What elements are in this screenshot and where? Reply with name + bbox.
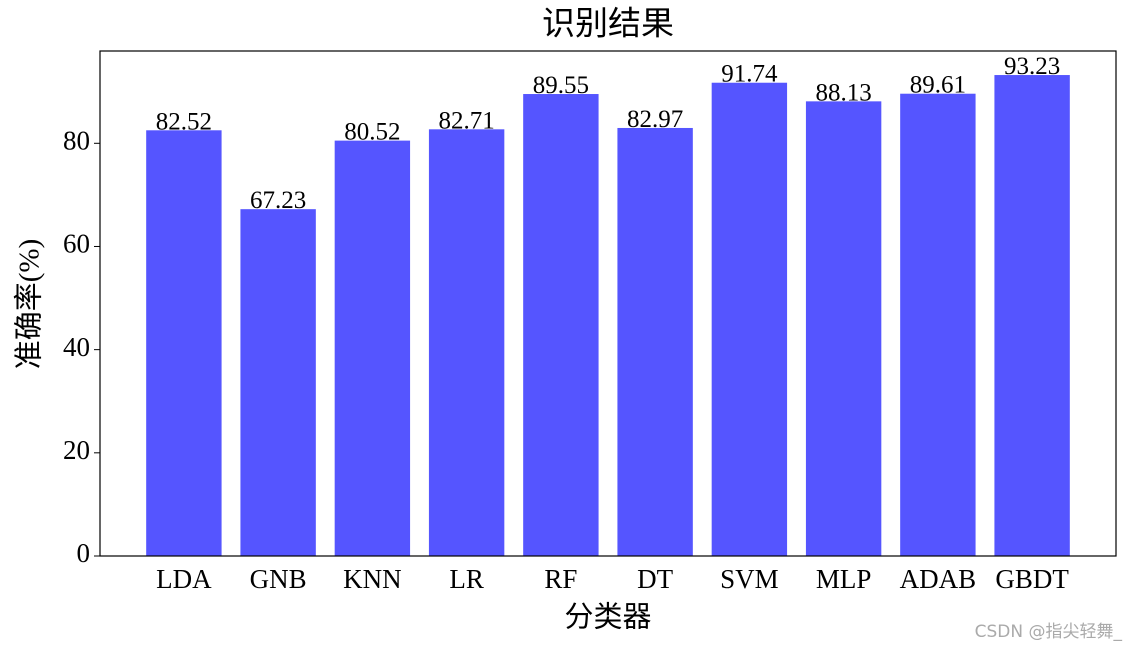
bar bbox=[805, 101, 882, 556]
x-tick-label: LR bbox=[449, 564, 484, 594]
watermark: CSDN @指尖轻舞_ bbox=[975, 622, 1123, 642]
value-label: 82.52 bbox=[156, 108, 212, 135]
value-label: 80.52 bbox=[344, 119, 400, 146]
bar bbox=[146, 130, 222, 556]
x-tick-label: GNB bbox=[250, 564, 307, 594]
y-tick-label: 20 bbox=[63, 435, 90, 465]
value-label: 67.23 bbox=[250, 187, 306, 214]
bar bbox=[711, 82, 788, 557]
bar bbox=[994, 75, 1070, 556]
y-tick-label: 40 bbox=[63, 332, 90, 362]
chart-title: 识别结果 bbox=[542, 6, 674, 43]
bar bbox=[617, 127, 693, 557]
x-tick-label: SVM bbox=[720, 564, 779, 594]
y-tick-label: 80 bbox=[63, 125, 90, 155]
value-label: 93.23 bbox=[1004, 53, 1060, 80]
x-tick-label: KNN bbox=[343, 564, 402, 594]
x-tick-label: ADAB bbox=[900, 564, 977, 594]
y-tick-label: 0 bbox=[77, 538, 91, 568]
x-axis-label: 分类器 bbox=[564, 601, 651, 634]
x-tick-label: MLP bbox=[816, 564, 872, 594]
bar bbox=[240, 209, 316, 556]
bar bbox=[334, 140, 411, 556]
x-tick-label: DT bbox=[637, 564, 673, 594]
bar bbox=[523, 94, 599, 556]
value-label: 88.13 bbox=[815, 79, 871, 106]
y-tick-label: 60 bbox=[63, 229, 90, 259]
value-label: 82.71 bbox=[439, 107, 495, 134]
x-tick-label: LDA bbox=[156, 564, 212, 594]
value-label: 82.97 bbox=[627, 106, 683, 133]
plot-frame bbox=[99, 50, 1117, 557]
value-label: 91.74 bbox=[721, 61, 778, 88]
bar bbox=[428, 129, 505, 556]
y-axis-label: 准确率(%) bbox=[13, 239, 46, 369]
value-label: 89.61 bbox=[910, 72, 966, 99]
x-tick-label: GBDT bbox=[995, 564, 1069, 594]
x-tick-label: RF bbox=[544, 564, 577, 594]
bar bbox=[900, 93, 976, 556]
value-label: 89.55 bbox=[533, 72, 589, 99]
